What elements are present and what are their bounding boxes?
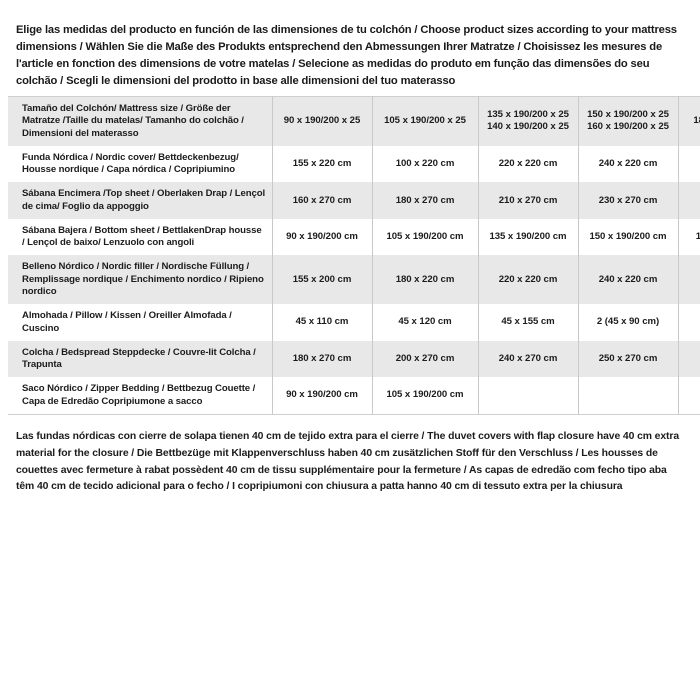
cell-top-sheet-135: 210 x 270 cm (477, 182, 578, 219)
row-label-bottom-sheet: Sábana Bajera / Bottom sheet / Bettlaken… (8, 218, 272, 256)
header-col-105: 105 x 190/200 x 25 (371, 96, 478, 146)
cell-pillow-105: 45 x 120 cm (371, 304, 478, 341)
size-table: Tamaño del Colchón/ Mattress size / Größ… (8, 96, 700, 415)
table-row: Funda Nórdica / Nordic cover/ Bettdecken… (8, 145, 700, 183)
intro-paragraph: Elige las medidas del producto en funció… (16, 24, 677, 88)
table-row: Sábana Bajera / Bottom sheet / Bettlaken… (8, 218, 700, 256)
cell-nordic-cover-105: 100 x 220 cm (371, 145, 478, 183)
size-table-container: Tamaño del Colchón/ Mattress size / Größ… (0, 96, 700, 415)
row-label-nordic-cover: Funda Nórdica / Nordic cover/ Bettdecken… (8, 145, 272, 183)
cell-pillow-180: 2 (45 x 110 cm) (677, 304, 700, 341)
cell-bedspread-90: 180 x 270 cm (271, 340, 372, 378)
cell-bottom-sheet-105: 105 x 190/200 cm (371, 218, 478, 256)
header-label-mattress-size: Tamaño del Colchón/ Mattress size / Größ… (8, 96, 272, 146)
cell-pillow-135: 45 x 155 cm (477, 304, 578, 341)
header-col-180-line-1: 180 x 190/200 x 25 (693, 115, 700, 127)
header-col-135-line-1: 135 x 190/200 x 25 (487, 109, 569, 121)
cell-bedspread-105: 200 x 270 cm (371, 340, 478, 378)
cell-top-sheet-180: 260 x 270 cm (677, 182, 700, 219)
row-label-pillow: Almohada / Pillow / Kissen / Oreiller Al… (8, 304, 272, 341)
table-row: Colcha / Bedspread Steppdecke / Couvre-l… (8, 340, 700, 378)
cell-nordic-cover-180: 260 x 220 cm (677, 145, 700, 183)
cell-top-sheet-105: 180 x 270 cm (371, 182, 478, 219)
cell-zipper-bedding-90: 90 x 190/200 cm (271, 377, 372, 415)
cell-top-sheet-150: 230 x 270 cm (577, 182, 678, 219)
header-col-150-line-1: 150 x 190/200 x 25 (587, 109, 669, 121)
header-col-140-line-2: 140 x 190/200 x 25 (487, 121, 569, 133)
row-label-bedspread: Colcha / Bedspread Steppdecke / Couvre-l… (8, 340, 272, 378)
cell-nordic-filler-90: 155 x 200 cm (271, 255, 372, 305)
row-label-nordic-filler: Belleno Nórdico / Nordic filler / Nordis… (8, 255, 272, 305)
size-table-body: Tamaño del Colchón/ Mattress size / Größ… (8, 96, 700, 415)
cell-zipper-bedding-105: 105 x 190/200 cm (371, 377, 478, 415)
footnote-paragraph: Las fundas nórdicas con cierre de solapa… (16, 430, 680, 493)
table-row: Almohada / Pillow / Kissen / Oreiller Al… (8, 304, 700, 341)
cell-bedspread-150: 250 x 270 cm (577, 340, 678, 378)
table-row: Sábana Encimera /Top sheet / Oberlaken D… (8, 182, 700, 219)
cell-bedspread-135: 240 x 270 cm (477, 340, 578, 378)
table-header-row: Tamaño del Colchón/ Mattress size / Größ… (8, 96, 700, 146)
cell-bottom-sheet-135: 135 x 190/200 cm (477, 218, 578, 256)
table-row: Belleno Nórdico / Nordic filler / Nordis… (8, 255, 700, 305)
cell-nordic-cover-150: 240 x 220 cm (577, 145, 678, 183)
cell-nordic-filler-150: 240 x 220 cm (577, 255, 678, 305)
cell-bottom-sheet-180: 180 x 190/200 cm (677, 218, 700, 256)
header-col-135-140: 135 x 190/200 x 25 140 x 190/200 x 25 (477, 96, 578, 146)
cell-bottom-sheet-150: 150 x 190/200 cm (577, 218, 678, 256)
header-col-90-line-1: 90 x 190/200 x 25 (283, 115, 361, 127)
cell-top-sheet-90: 160 x 270 cm (271, 182, 372, 219)
header-col-105-line-1: 105 x 190/200 x 25 (384, 115, 466, 127)
cell-bottom-sheet-90: 90 x 190/200 cm (271, 218, 372, 256)
cell-zipper-bedding-180 (677, 377, 700, 415)
header-col-150-160: 150 x 190/200 x 25 160 x 190/200 x 25 (577, 96, 678, 146)
cell-zipper-bedding-150 (577, 377, 678, 415)
cell-nordic-filler-180: 260 x 220 cm (677, 255, 700, 305)
cell-nordic-cover-90: 155 x 220 cm (271, 145, 372, 183)
cell-pillow-90: 45 x 110 cm (271, 304, 372, 341)
header-col-90: 90 x 190/200 x 25 (271, 96, 372, 146)
cell-nordic-cover-135: 220 x 220 cm (477, 145, 578, 183)
cell-bedspread-180: 270 x 270 cm (677, 340, 700, 378)
cell-pillow-150: 2 (45 x 90 cm) (577, 304, 678, 341)
row-label-zipper-bedding: Saco Nórdico / Zipper Bedding / Bettbezu… (8, 377, 272, 415)
cell-zipper-bedding-135 (477, 377, 578, 415)
row-label-top-sheet: Sábana Encimera /Top sheet / Oberlaken D… (8, 182, 272, 219)
header-col-160-line-2: 160 x 190/200 x 25 (587, 121, 669, 133)
cell-nordic-filler-135: 220 x 220 cm (477, 255, 578, 305)
cell-nordic-filler-105: 180 x 220 cm (371, 255, 478, 305)
header-col-180: 180 x 190/200 x 25 (677, 96, 700, 146)
table-row: Saco Nórdico / Zipper Bedding / Bettbezu… (8, 377, 700, 415)
